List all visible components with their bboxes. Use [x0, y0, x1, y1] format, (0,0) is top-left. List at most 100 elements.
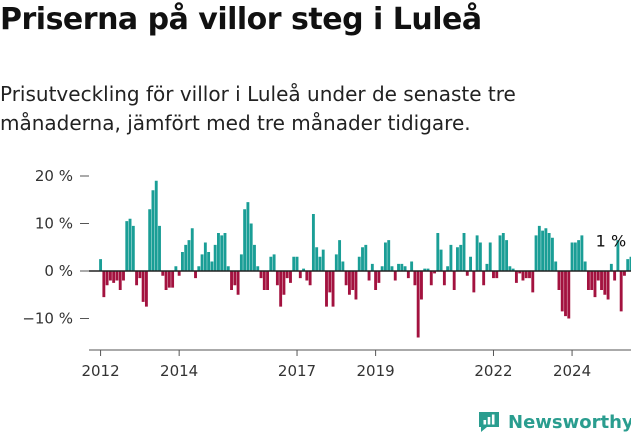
bar [144, 271, 148, 307]
bar [475, 235, 479, 272]
bar [629, 256, 631, 271]
bar [403, 266, 407, 271]
bar [105, 271, 109, 286]
bar [308, 271, 312, 286]
bar [482, 271, 486, 286]
bar [377, 271, 381, 283]
bar [580, 235, 584, 272]
bar [596, 271, 600, 281]
bar [570, 242, 574, 271]
bar [210, 261, 214, 271]
bar [321, 249, 325, 272]
bar [534, 235, 538, 272]
bar [190, 228, 194, 271]
bar [560, 271, 564, 312]
bar [364, 244, 368, 272]
bar [600, 271, 603, 290]
bar [469, 256, 472, 271]
y-tick-label: 0 % [44, 262, 73, 280]
bar [485, 263, 489, 272]
bar [108, 271, 112, 281]
bar [609, 263, 613, 272]
bar [151, 190, 155, 271]
bar [131, 225, 135, 272]
bar [478, 242, 482, 271]
bar [282, 271, 286, 295]
bar [557, 271, 561, 290]
bar [383, 242, 387, 271]
y-tick-label: −10 % [22, 310, 73, 328]
bar [603, 271, 607, 295]
bar [521, 271, 525, 281]
bar [135, 271, 139, 286]
bar [577, 240, 581, 272]
bar [537, 225, 541, 272]
bar [374, 271, 378, 290]
bar [433, 271, 436, 274]
bar [623, 271, 626, 276]
bar [112, 271, 116, 283]
bar [472, 271, 476, 293]
bar [436, 233, 440, 271]
bar [138, 271, 142, 279]
bar [501, 233, 505, 271]
bar [158, 225, 161, 272]
bar [416, 271, 420, 338]
bar [269, 256, 273, 271]
bar [410, 261, 414, 271]
bar [387, 240, 391, 272]
bar [354, 271, 358, 300]
bar [613, 271, 617, 281]
bar [184, 244, 188, 272]
brand-logo[interactable]: Newsworthy [476, 408, 631, 436]
bar [544, 228, 548, 271]
bar [328, 271, 332, 293]
bar [550, 237, 554, 271]
bar [393, 271, 397, 281]
bar [230, 271, 233, 290]
bar [456, 247, 459, 271]
bar [125, 221, 129, 272]
bar [203, 242, 207, 271]
bar [524, 271, 528, 279]
bar [148, 209, 152, 271]
bar [505, 240, 509, 272]
bar [266, 271, 269, 290]
bar [420, 271, 423, 300]
y-tick-label: 10 % [35, 215, 73, 233]
bar [253, 244, 256, 272]
bar [380, 266, 384, 271]
bar [249, 223, 253, 271]
latest-value-annotation: 1 % [596, 231, 626, 250]
bar [285, 271, 289, 279]
bar [220, 235, 224, 272]
bar [446, 266, 450, 271]
bar [573, 242, 577, 271]
chart-subtitle: Prisutveckling för villor i Luleå under … [0, 82, 516, 135]
bar [295, 256, 299, 271]
bar [239, 254, 243, 272]
bar [429, 271, 433, 286]
bar [590, 271, 594, 290]
bar [167, 271, 171, 288]
x-tick-label: 2022 [474, 362, 512, 380]
bar [406, 271, 410, 279]
bar [115, 271, 119, 281]
bar [498, 235, 502, 272]
bar [200, 254, 204, 272]
bar [370, 263, 374, 272]
bar [233, 271, 237, 286]
bar [289, 271, 292, 283]
bar [223, 233, 227, 271]
bar [99, 259, 103, 272]
chart-title: Priserna på villor steg i Luleå [0, 2, 482, 37]
bar [626, 259, 630, 272]
brand-name: Newsworthy [508, 411, 631, 433]
bar [567, 271, 571, 319]
bar [118, 271, 122, 290]
bar [161, 271, 165, 276]
bar [243, 209, 247, 271]
bar [564, 271, 567, 317]
newsworthy-logo-icon [479, 412, 499, 432]
